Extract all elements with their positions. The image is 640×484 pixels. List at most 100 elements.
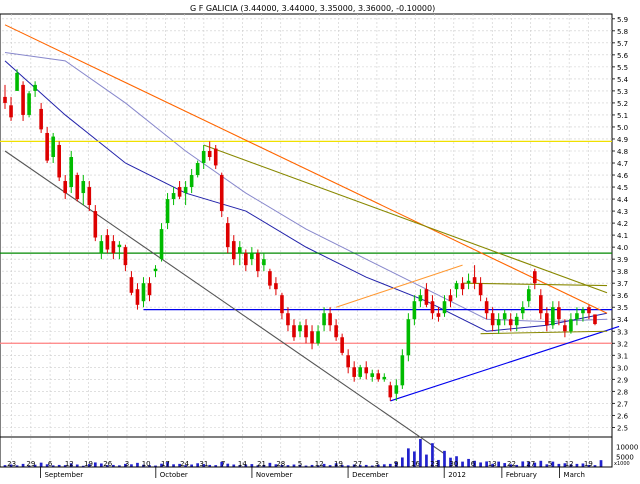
- volume-panel: [0, 436, 613, 468]
- candle-body: [496, 319, 501, 326]
- candle-down: [334, 319, 338, 341]
- price-tick-label: 4.4: [617, 196, 629, 204]
- candle-down: [484, 297, 489, 320]
- candle-down: [129, 271, 134, 296]
- candle-up: [183, 181, 188, 206]
- candle-up: [358, 364, 363, 380]
- candle-down: [448, 289, 453, 308]
- price-tick-label: 5.7: [617, 40, 628, 48]
- candle-down: [274, 277, 278, 296]
- volume-tick-label: 5000: [616, 454, 634, 462]
- candle-body: [123, 247, 128, 266]
- candle-body: [21, 84, 25, 115]
- candle-body: [478, 283, 483, 296]
- candle-body: [346, 355, 350, 368]
- candle-down: [9, 96, 13, 121]
- candle-down: [177, 181, 182, 200]
- candle-body: [201, 150, 206, 164]
- candle-body: [147, 283, 152, 296]
- candle-down: [111, 235, 116, 260]
- candle-body: [141, 283, 146, 302]
- candle-down: [352, 361, 356, 382]
- candle-body: [322, 313, 326, 326]
- month-label: December: [352, 471, 388, 479]
- candle-body: [490, 313, 495, 326]
- candle-up: [262, 253, 266, 272]
- ma-short: [4, 60, 608, 332]
- candle-down: [244, 249, 248, 272]
- candle-down: [304, 319, 308, 344]
- day-tick-label: 27: [526, 460, 535, 468]
- candle-down: [328, 307, 332, 332]
- candle-body: [593, 314, 597, 325]
- candle-up: [466, 273, 471, 290]
- candle-body: [219, 175, 224, 212]
- day-tick-label: 14: [238, 460, 247, 468]
- candle-body: [328, 313, 332, 326]
- candle-down: [21, 81, 25, 121]
- candle-body: [189, 175, 194, 188]
- candle-up: [442, 295, 447, 317]
- day-tick-label: 6: [48, 460, 53, 468]
- candle-body: [358, 367, 363, 377]
- price-tick-label: 2.9: [617, 376, 628, 384]
- price-tick-label: 5.4: [617, 76, 629, 84]
- candle-body: [466, 280, 471, 284]
- candle-down: [539, 289, 543, 320]
- candle-up: [201, 144, 206, 170]
- candle-body: [3, 96, 7, 103]
- candle-down: [388, 381, 393, 401]
- price-tick-label: 3.1: [617, 352, 628, 360]
- candle-body: [9, 105, 13, 118]
- candle-body: [153, 268, 158, 272]
- candle-body: [51, 136, 55, 158]
- candle-body: [274, 283, 278, 290]
- candle-body: [364, 367, 369, 374]
- candle-body: [436, 313, 441, 317]
- candle-down: [3, 84, 7, 109]
- price-tick-label: 5.3: [617, 88, 628, 96]
- candles: [3, 69, 597, 401]
- day-tick-label: 21: [257, 460, 266, 468]
- candle-body: [551, 307, 555, 326]
- candle-up: [51, 132, 55, 164]
- candle-body: [406, 319, 411, 356]
- price-tick-label: 5.2: [617, 100, 628, 108]
- candle-body: [563, 325, 567, 332]
- candle-body: [424, 289, 429, 305]
- candle-up: [117, 241, 122, 260]
- candle-body: [99, 241, 104, 254]
- candle-down: [87, 181, 92, 212]
- day-tick-label: 5: [298, 460, 302, 468]
- price-tick-label: 4.0: [617, 244, 628, 252]
- candle-up: [569, 313, 573, 334]
- price-tick-label: 5.9: [617, 16, 628, 24]
- candle-body: [256, 253, 260, 272]
- candle-body: [526, 289, 531, 302]
- candle-down: [75, 172, 80, 202]
- day-tick-label: 3: [125, 460, 129, 468]
- candle-down: [213, 144, 218, 170]
- candle-body: [15, 72, 19, 91]
- day-tick-label: 16: [411, 460, 420, 468]
- price-tick-label: 3.9: [617, 256, 628, 264]
- candle-body: [575, 313, 579, 320]
- candle-up: [189, 169, 194, 194]
- candle-body: [334, 325, 338, 338]
- price-tick-label: 4.6: [617, 172, 629, 180]
- candle-body: [129, 277, 134, 293]
- candle-body: [382, 376, 387, 380]
- price-tick-label: 4.1: [617, 232, 628, 240]
- candle-body: [514, 316, 519, 326]
- month-label: March: [564, 471, 585, 479]
- candle-up: [316, 325, 320, 346]
- price-panel: [0, 13, 613, 438]
- price-tick-label: 4.5: [617, 184, 628, 192]
- price-tick-label: 2.5: [617, 424, 628, 432]
- candle-down: [286, 307, 290, 332]
- channel-lower-gray: [4, 150, 445, 455]
- candle-down: [430, 295, 435, 320]
- month-label: February: [506, 471, 537, 479]
